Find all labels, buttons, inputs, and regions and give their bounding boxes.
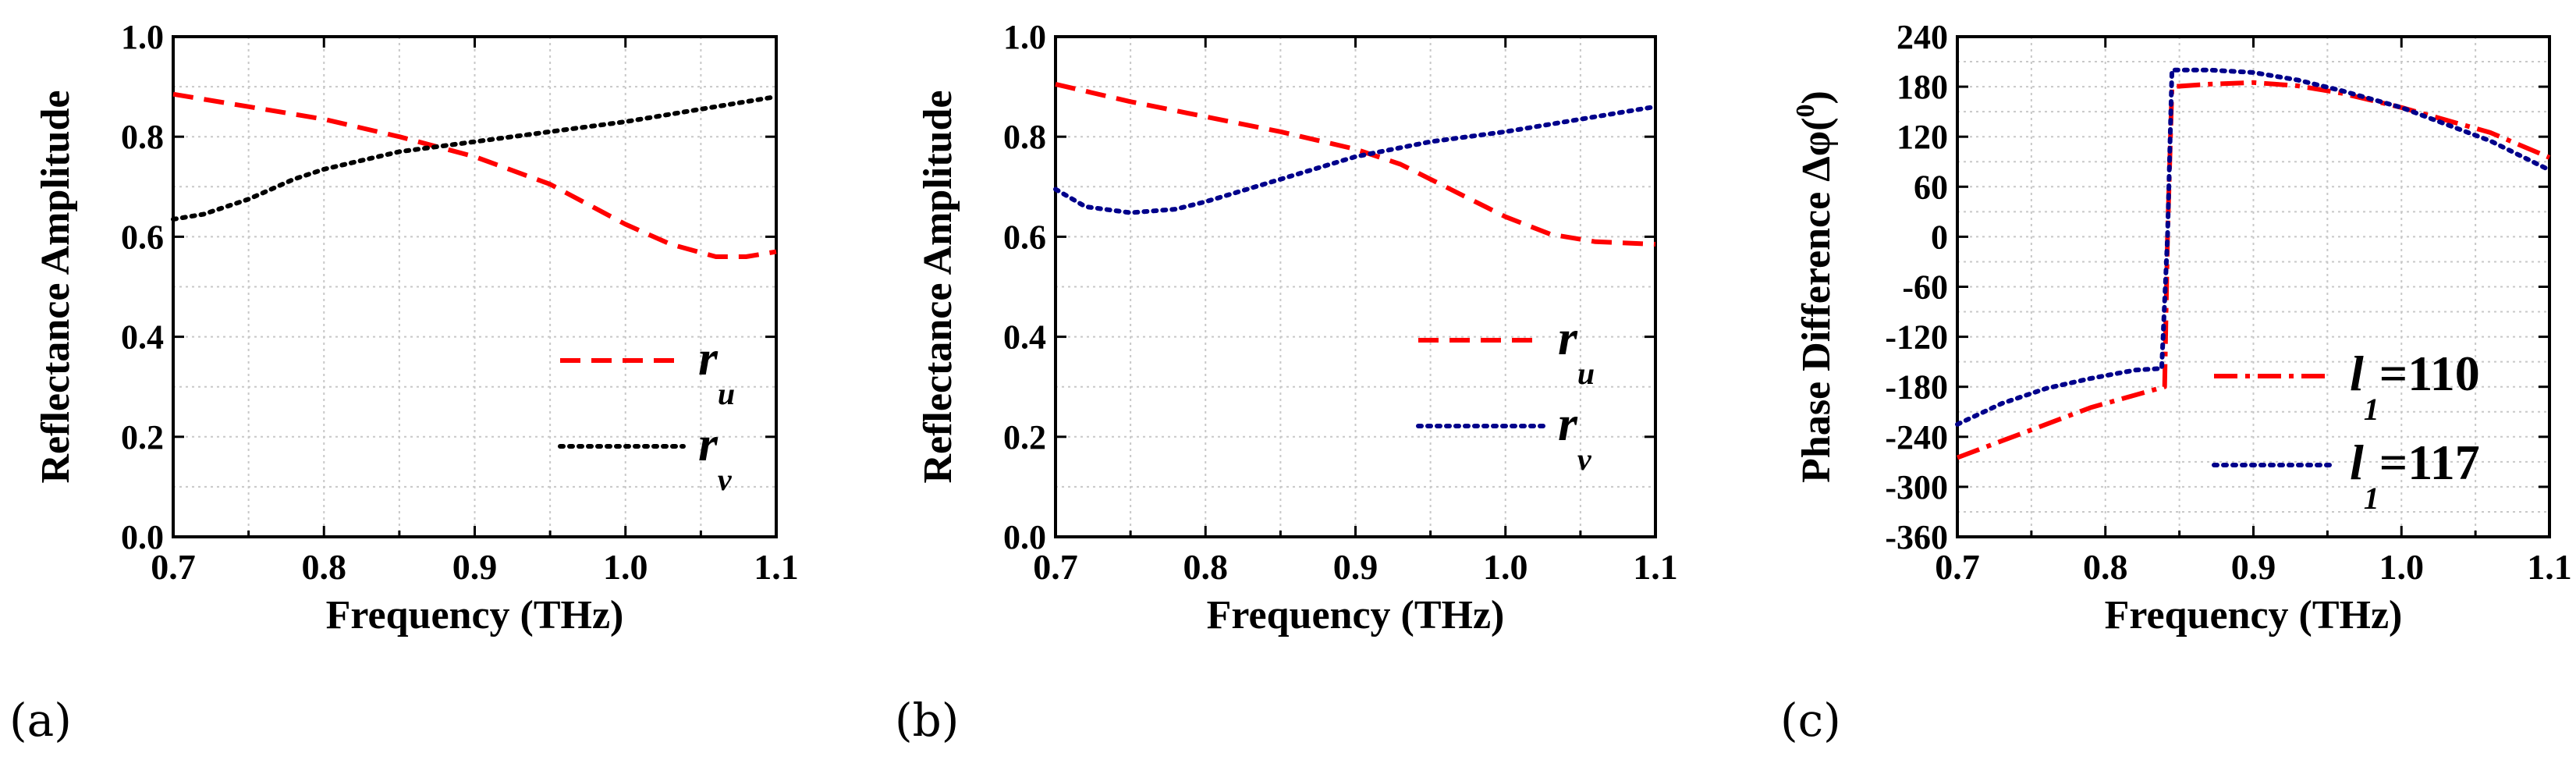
legend-label-rest: =110 — [2379, 346, 2480, 401]
legend-label-subscript: 1 — [2364, 392, 2379, 427]
grid — [173, 37, 776, 537]
x-tick-label: 1.0 — [603, 547, 648, 587]
legend-label-subscript: v — [1577, 442, 1592, 477]
legend-label-rest: =117 — [2379, 435, 2480, 490]
y-axis-label-close: ) — [1794, 91, 1839, 104]
series-line-r_v — [171, 94, 779, 222]
x-tick-label: 1.1 — [2527, 547, 2572, 587]
legend-label-subscript: 1 — [2364, 481, 2379, 516]
x-tick-label: 0.9 — [452, 547, 498, 587]
y-tick-label: 0.8 — [121, 118, 164, 156]
y-tick-label: -240 — [1885, 418, 1948, 456]
legend-label-r_u: ru — [1558, 310, 1595, 391]
y-axis-label-superscript: 0 — [1791, 104, 1820, 117]
y-tick-label: 0.0 — [1003, 518, 1046, 556]
legend-label-main: r — [698, 416, 719, 471]
legend-label-l1=110: l1=110 — [2350, 346, 2480, 427]
chart-panel-3: 0.7 0.8 0.9 1.0 1.1 -360 -300 -240 -180 -120 -60 0 6… — [1780, 18, 2572, 747]
legend-label-r_u: ru — [698, 330, 735, 411]
legend-label-main: r — [698, 330, 719, 385]
x-tick-label: 0.7 — [1935, 547, 1980, 587]
y-axis-label: Reflectance Amplitude — [916, 90, 960, 483]
x-tick-label: 1.0 — [1483, 547, 1528, 587]
x-axis-label: Frequency (THz) — [326, 593, 624, 637]
panel-label: (a) — [9, 694, 72, 747]
x-tick-label: 0.7 — [151, 547, 196, 587]
legend-label-main: r — [1558, 396, 1578, 451]
x-tick-label: 1.0 — [2379, 547, 2425, 587]
panel-label: (c) — [1780, 694, 1841, 747]
grid — [1957, 37, 2549, 537]
x-tick-label: 0.8 — [1183, 547, 1229, 587]
legend-label-r_v: rv — [698, 416, 733, 497]
x-tick-label: 0.8 — [302, 547, 347, 587]
legend-label-r_v: rv — [1558, 396, 1592, 477]
series-line-r_u — [172, 91, 777, 259]
y-tick-label: 0.4 — [121, 318, 164, 357]
y-tick-label: 0.2 — [121, 418, 164, 456]
y-tick-label: 0.8 — [1003, 118, 1046, 156]
y-tick-label: -60 — [1902, 268, 1948, 307]
x-tick-label: 0.7 — [1033, 547, 1078, 587]
legend-label-subscript: v — [718, 462, 733, 497]
chart-panel-2: 0.7 0.8 0.9 1.0 1.1 0.0 0.2 0.4 0.6 0.8 1.0 Frequen… — [895, 18, 1678, 747]
x-tick-label: 1.1 — [754, 547, 799, 587]
x-axis-label: Frequency (THz) — [2105, 593, 2403, 637]
y-tick-label: 240 — [1897, 18, 1948, 56]
y-tick-label: -360 — [1885, 518, 1948, 556]
series-line-r_u — [1055, 81, 1656, 247]
x-tick-label: 0.9 — [2231, 547, 2276, 587]
grid — [1056, 37, 1655, 537]
y-tick-label: 0.2 — [1003, 418, 1046, 456]
y-tick-label: 0.6 — [1003, 218, 1046, 256]
y-tick-label: 120 — [1897, 118, 1948, 156]
x-tick-label: 0.8 — [2083, 547, 2128, 587]
series-line-l1=117 — [1955, 67, 2552, 427]
series-line-r_v — [1053, 104, 1658, 215]
legend-label-subscript: u — [1577, 356, 1595, 391]
y-tick-label: -120 — [1885, 318, 1948, 357]
y-axis-label-main: Phase Difference Δφ( — [1794, 117, 1839, 482]
y-tick-label: 1.0 — [121, 18, 164, 56]
x-tick-label: 1.1 — [1633, 547, 1678, 587]
y-axis-label: Reflectance Amplitude — [34, 90, 78, 483]
x-tick-label: 0.9 — [1333, 547, 1378, 587]
legend-label-main: l — [2350, 346, 2364, 401]
y-tick-label: 0.0 — [121, 518, 164, 556]
y-tick-label: 1.0 — [1003, 18, 1046, 56]
legend-label-l1=117: l1=117 — [2350, 435, 2480, 516]
y-tick-label: -180 — [1885, 368, 1948, 407]
panel-label: (b) — [895, 694, 959, 747]
y-tick-label: 0.6 — [121, 218, 164, 256]
y-axis-label: Phase Difference Δφ(0) — [1791, 91, 1839, 483]
y-tick-label: 0 — [1931, 218, 1948, 256]
chart-panel-1: 0.7 0.8 0.9 1.0 1.1 0.0 0.2 0.4 0.6 0.8 1.0 Frequen… — [9, 18, 799, 747]
legend-label-subscript: u — [718, 376, 735, 411]
legend-label-main: l — [2350, 435, 2364, 490]
y-tick-label: 180 — [1897, 68, 1948, 106]
y-tick-label: 60 — [1914, 168, 1948, 206]
legend-label-main: r — [1558, 310, 1578, 365]
y-tick-label: 0.4 — [1003, 318, 1046, 357]
x-axis-label: Frequency (THz) — [1207, 593, 1505, 637]
y-tick-label: -300 — [1885, 468, 1948, 506]
